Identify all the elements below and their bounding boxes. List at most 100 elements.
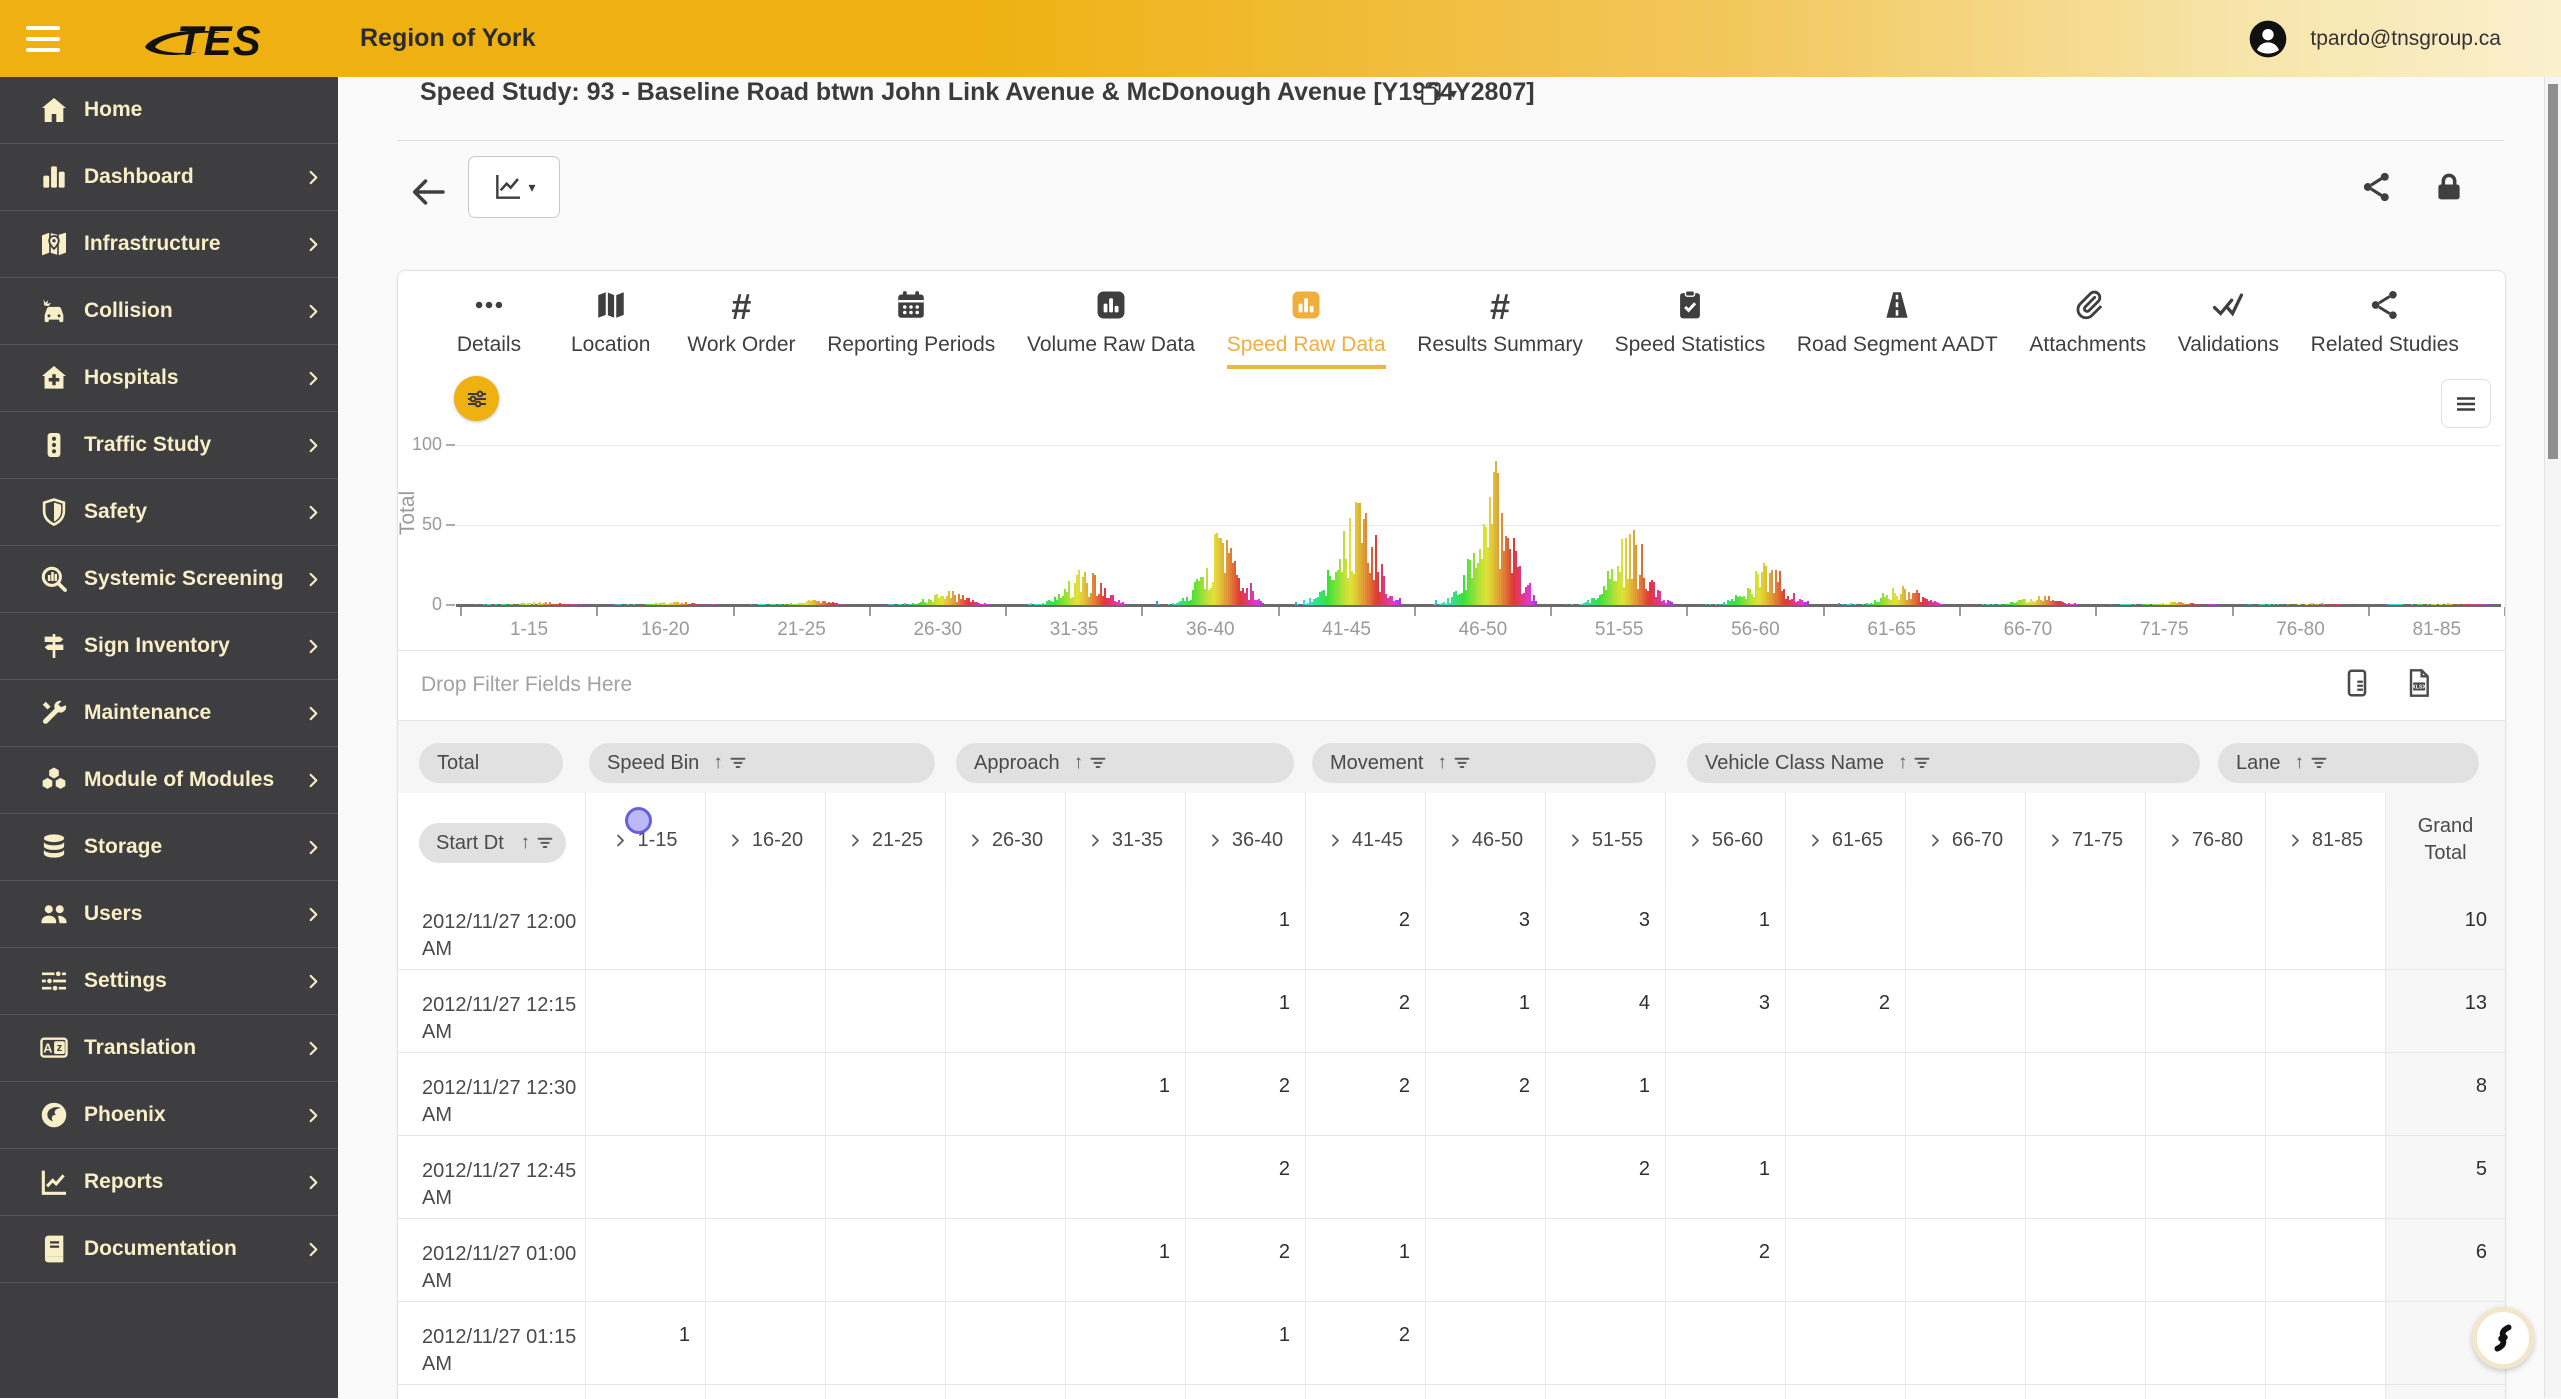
- export-report-icon[interactable]: [2341, 667, 2373, 699]
- column-header-21-25[interactable]: 21-25: [825, 793, 945, 887]
- sidebar-item-safety[interactable]: Safety: [0, 479, 338, 546]
- pivot-field-start-dt[interactable]: Start Dt ↑: [419, 823, 566, 863]
- tab-bar: Details Location #Work Order Reporting Peri…: [398, 271, 2505, 369]
- tab-work-order[interactable]: #Work Order: [687, 271, 795, 369]
- copy-title-button[interactable]: ▾: [1418, 76, 1470, 110]
- column-header-31-35[interactable]: 31-35: [1065, 793, 1185, 887]
- user-avatar-icon[interactable]: [2248, 19, 2288, 59]
- filter-icon[interactable]: [1090, 756, 1106, 770]
- expand-icon[interactable]: [1088, 833, 1103, 848]
- tab-related-studies[interactable]: Related Studies: [2311, 271, 2459, 369]
- sidebar-item-collision[interactable]: Collision: [0, 278, 338, 345]
- tab-speed-raw-data[interactable]: Speed Raw Data: [1227, 271, 1386, 369]
- column-header-71-75[interactable]: 71-75: [2025, 793, 2145, 887]
- column-header-26-30[interactable]: 26-30: [945, 793, 1065, 887]
- tab-reporting-periods[interactable]: Reporting Periods: [827, 271, 995, 369]
- sidebar-item-label: Settings: [84, 969, 298, 993]
- assistant-floating-button[interactable]: [2472, 1307, 2534, 1369]
- column-header-81-85[interactable]: 81-85: [2265, 793, 2385, 887]
- column-header-label: 16-20: [752, 829, 803, 852]
- sort-asc-icon[interactable]: ↑: [713, 752, 723, 774]
- filter-drop-area[interactable]: Drop Filter Fields Here XLSX: [398, 651, 2505, 721]
- column-header-16-20[interactable]: 16-20: [705, 793, 825, 887]
- column-header-51-55[interactable]: 51-55: [1545, 793, 1665, 887]
- tab-attachments[interactable]: Attachments: [2029, 271, 2146, 369]
- tab-location[interactable]: Location: [566, 271, 656, 369]
- sidebar-item-home[interactable]: Home: [0, 77, 338, 144]
- expand-icon[interactable]: [728, 833, 743, 848]
- sidebar-item-users[interactable]: Users: [0, 881, 338, 948]
- pivot-field-lane[interactable]: Lane↑: [2218, 743, 2479, 783]
- sort-asc-icon[interactable]: ↑: [521, 832, 531, 854]
- sidebar-item-translation[interactable]: AzTranslation: [0, 1015, 338, 1082]
- column-header-66-70[interactable]: 66-70: [1905, 793, 2025, 887]
- back-button[interactable]: [408, 172, 452, 212]
- tab-validations[interactable]: Validations: [2178, 271, 2279, 369]
- expand-icon[interactable]: [1688, 833, 1703, 848]
- histogram-bar: [2273, 604, 2275, 605]
- expand-icon[interactable]: [848, 833, 863, 848]
- filter-icon[interactable]: [1914, 756, 1930, 770]
- expand-icon[interactable]: [2288, 833, 2303, 848]
- chart-filter-button[interactable]: [454, 376, 499, 421]
- column-header-61-65[interactable]: 61-65: [1785, 793, 1905, 887]
- expand-icon[interactable]: [2168, 833, 2183, 848]
- tab-speed-statistics[interactable]: Speed Statistics: [1615, 271, 1766, 369]
- filter-icon[interactable]: [730, 756, 746, 770]
- sidebar-item-maintenance[interactable]: Maintenance: [0, 680, 338, 747]
- expand-icon[interactable]: [1568, 833, 1583, 848]
- pivot-field-label: Total: [437, 752, 479, 775]
- expand-icon[interactable]: [1448, 833, 1463, 848]
- column-header-41-45[interactable]: 41-45: [1305, 793, 1425, 887]
- vertical-scrollbar[interactable]: [2544, 77, 2561, 1398]
- tab-road-segment-aadt[interactable]: Road Segment AADT: [1797, 271, 1998, 369]
- sidebar-item-traffic-study[interactable]: Traffic Study: [0, 412, 338, 479]
- user-email[interactable]: tpardo@tnsgroup.ca: [2310, 27, 2501, 51]
- expand-icon[interactable]: [613, 833, 628, 848]
- column-header-36-40[interactable]: 36-40: [1185, 793, 1305, 887]
- column-header-76-80[interactable]: 76-80: [2145, 793, 2265, 887]
- sort-asc-icon[interactable]: ↑: [1898, 752, 1908, 774]
- expand-icon[interactable]: [1208, 833, 1223, 848]
- sidebar-item-storage[interactable]: Storage: [0, 814, 338, 881]
- sidebar-item-module-of-modules[interactable]: Module of Modules: [0, 747, 338, 814]
- sidebar-item-sign-inventory[interactable]: Sign Inventory: [0, 613, 338, 680]
- filter-icon[interactable]: [2311, 756, 2327, 770]
- expand-icon[interactable]: [2048, 833, 2063, 848]
- scrollbar-thumb[interactable]: [2548, 84, 2558, 459]
- tab-details[interactable]: Details: [444, 271, 534, 369]
- pivot-field-speed-bin[interactable]: Speed Bin↑: [589, 743, 935, 783]
- sidebar-item-systemic-screening[interactable]: Systemic Screening: [0, 546, 338, 613]
- column-header-1-15[interactable]: 1-15: [585, 793, 705, 887]
- export-xlsx-icon[interactable]: XLSX: [2403, 667, 2435, 699]
- expand-icon[interactable]: [1328, 833, 1343, 848]
- chart-type-button[interactable]: ▾: [468, 156, 560, 218]
- menu-hamburger-icon[interactable]: [26, 26, 60, 52]
- sidebar-item-hospitals[interactable]: Hospitals: [0, 345, 338, 412]
- pivot-field-total[interactable]: Total: [419, 743, 563, 783]
- chart-menu-button[interactable]: [2441, 379, 2491, 428]
- filter-icon[interactable]: [537, 836, 553, 850]
- tab-volume-raw-data[interactable]: Volume Raw Data: [1027, 271, 1195, 369]
- sidebar-item-settings[interactable]: Settings: [0, 948, 338, 1015]
- sidebar-item-infrastructure[interactable]: Infrastructure: [0, 211, 338, 278]
- expand-icon[interactable]: [1928, 833, 1943, 848]
- sidebar-item-phoenix[interactable]: Phoenix: [0, 1082, 338, 1149]
- pivot-field-movement[interactable]: Movement↑: [1312, 743, 1656, 783]
- column-header-46-50[interactable]: 46-50: [1425, 793, 1545, 887]
- sort-asc-icon[interactable]: ↑: [1074, 752, 1084, 774]
- lock-icon[interactable]: [2432, 170, 2466, 204]
- expand-icon[interactable]: [968, 833, 983, 848]
- pivot-field-vehicle-class-name[interactable]: Vehicle Class Name↑: [1687, 743, 2200, 783]
- column-header-56-60[interactable]: 56-60: [1665, 793, 1785, 887]
- sort-asc-icon[interactable]: ↑: [2295, 752, 2305, 774]
- filter-icon[interactable]: [1454, 756, 1470, 770]
- tab-results-summary[interactable]: #Results Summary: [1417, 271, 1583, 369]
- sidebar-item-documentation[interactable]: Documentation: [0, 1216, 338, 1283]
- sidebar-item-reports[interactable]: Reports: [0, 1149, 338, 1216]
- sidebar-item-dashboard[interactable]: Dashboard: [0, 144, 338, 211]
- expand-icon[interactable]: [1808, 833, 1823, 848]
- share-icon[interactable]: [2360, 170, 2394, 204]
- sort-asc-icon[interactable]: ↑: [1437, 752, 1447, 774]
- pivot-field-approach[interactable]: Approach↑: [956, 743, 1294, 783]
